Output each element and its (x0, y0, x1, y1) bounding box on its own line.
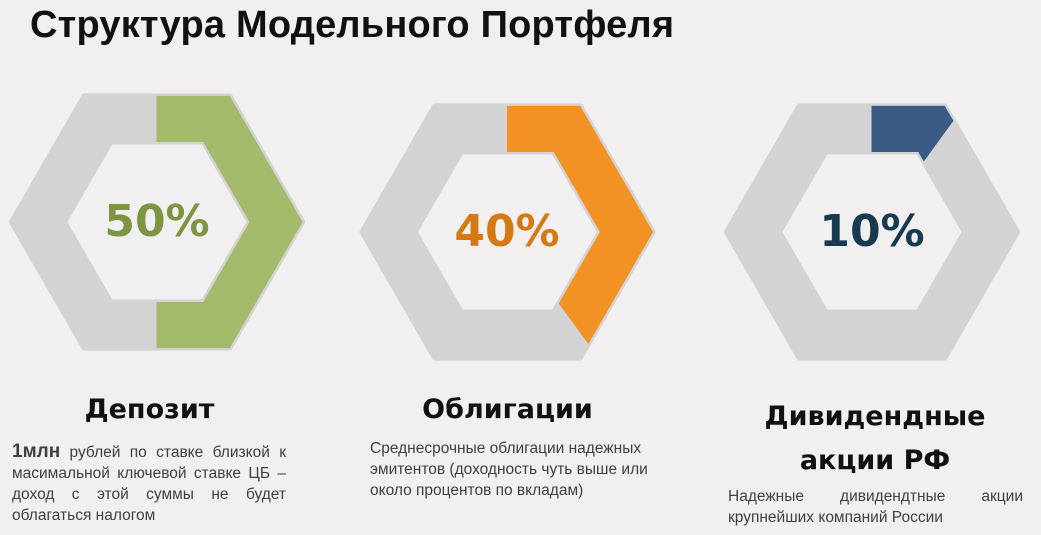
stocks-segment (871, 105, 954, 162)
stocks-label-line2: акции РФ (799, 445, 951, 476)
stocks-label-line1: Дивидендные (764, 401, 986, 432)
deposit-donut-svg: 50% (9, 93, 305, 351)
stocks-label: Дивидендные акции РФ (735, 395, 1015, 483)
deposit-segment (156, 95, 303, 349)
stocks-value-label: 10% (819, 206, 924, 257)
bonds-description: Среднесрочные облигации надежных эмитент… (370, 440, 648, 499)
bonds-segment (507, 105, 653, 344)
stocks-hexagon-chart: 10% (724, 103, 1020, 361)
deposit-description: 1млн рублей по ставке близкой к масималь… (12, 441, 286, 526)
stocks-donut-svg: 10% (724, 103, 1020, 361)
stocks-description: Надежные дивидендтные акции крупнейших к… (728, 488, 1023, 526)
deposit-description-amount: 1млн (12, 441, 61, 462)
deposit-value-label: 50% (104, 196, 209, 247)
bonds-label: Облигации (422, 394, 593, 425)
bonds-value-label: 40% (454, 206, 559, 257)
page-title: Структура Модельного Портфеля (30, 4, 675, 46)
deposit-label: Депозит (84, 394, 215, 425)
bonds-hexagon-chart: 40% (359, 103, 656, 361)
bonds-donut-svg: 40% (359, 103, 656, 361)
deposit-hexagon-chart: 50% (9, 93, 305, 351)
deposit-description-text: рублей по ставке близкой к масимальной к… (12, 444, 286, 524)
